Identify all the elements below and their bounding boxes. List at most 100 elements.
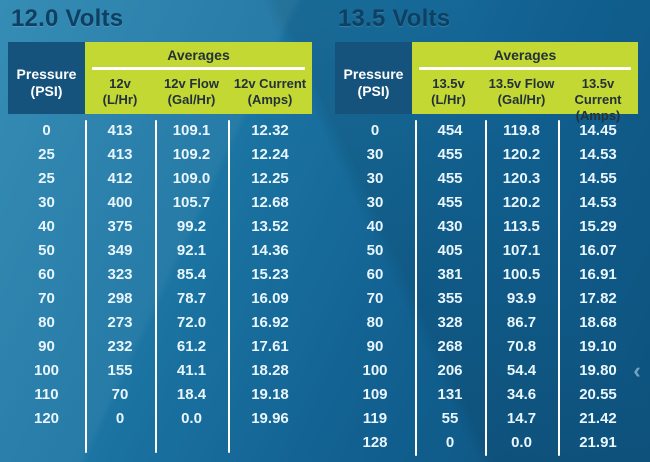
table-cell: 268 <box>437 337 463 355</box>
table-cell: 17.61 <box>251 337 289 355</box>
table-cell: 109.0 <box>172 169 211 187</box>
table-cell: 14.55 <box>579 169 617 187</box>
table-cell: 70 <box>111 385 129 403</box>
table-cell: 100 <box>362 361 388 379</box>
table-row: 30 455 120.2 14.53 <box>335 190 638 214</box>
table-row: 100 206 54.4 19.80 <box>335 358 638 382</box>
table-cell: 298 <box>107 289 133 307</box>
pressure-header-line2: (PSI) <box>30 83 63 99</box>
column-divider <box>415 120 417 456</box>
averages-underline <box>92 67 305 70</box>
table-body-12v: 0 413 109.1 12.32 25 413 109.2 12.24 25 412 109.0 1… <box>8 118 312 453</box>
table-cell: 109.1 <box>172 121 211 139</box>
table-row: 90 268 70.8 19.10 <box>335 334 638 358</box>
table-cell: 413 <box>107 145 133 163</box>
table-cell: 107.1 <box>502 241 541 259</box>
table-cell: 109 <box>362 385 388 403</box>
table-cell: 19.80 <box>579 361 617 379</box>
table-row: 110 70 18.4 19.18 <box>8 382 312 406</box>
table-row: 0 413 109.1 12.32 <box>8 118 312 142</box>
table-row: 60 381 100.5 16.91 <box>335 262 638 286</box>
table-cell: 16.91 <box>579 265 617 283</box>
table-row: 120 0 0.0 19.96 <box>8 406 312 430</box>
chevron-left-icon[interactable]: ‹ <box>633 358 641 383</box>
table-cell: 30 <box>366 193 384 211</box>
pressure-column-header: Pressure (PSI) <box>335 42 412 114</box>
column-header-line1: 12v Current <box>233 76 307 91</box>
table-cell: 232 <box>107 337 133 355</box>
table-cell: 100 <box>33 361 60 379</box>
table-cell: 110 <box>34 385 59 403</box>
table-13-5v: 13.5 Volts Pressure (PSI) Averages 13.5v… <box>335 0 638 462</box>
column-header-line2: (Amps) <box>575 108 621 123</box>
table-cell: 455 <box>437 193 463 211</box>
column-header-flow-galhr: 12v Flow (Gal/Hr) <box>155 76 228 108</box>
table-cell: 13.52 <box>251 217 289 235</box>
table-cell: 90 <box>38 337 55 355</box>
table-cell: 14.45 <box>579 121 617 139</box>
table-cell: 70 <box>38 289 55 307</box>
column-headers: 13.5v (L/Hr) 13.5v Flow (Gal/Hr) 13.5v C… <box>412 73 638 124</box>
table-cell: 113.5 <box>503 217 540 235</box>
table-row: 119 55 14.7 21.42 <box>335 406 638 430</box>
table-cell: 120 <box>33 409 60 427</box>
table-cell: 78.7 <box>176 289 207 307</box>
table-cell: 14.36 <box>251 241 289 259</box>
table-row: 0 454 119.8 14.45 <box>335 118 638 142</box>
pressure-header-line1: Pressure <box>16 66 77 82</box>
table-cell: 99.2 <box>176 217 207 235</box>
table-cell: 80 <box>38 313 55 331</box>
table-cell: 55 <box>441 409 459 427</box>
table-cell: 455 <box>437 169 463 187</box>
table-cell: 349 <box>107 241 133 259</box>
table-cell: 41.1 <box>176 361 207 379</box>
table-cell: 412 <box>107 169 133 187</box>
column-divider <box>485 120 487 456</box>
table-cell: 15.29 <box>579 217 617 235</box>
table-cell: 0 <box>42 121 51 139</box>
table-cell: 206 <box>437 361 463 379</box>
table-cell: 19.96 <box>251 409 289 427</box>
table-cell: 455 <box>437 145 463 163</box>
table-row: 25 413 109.2 12.24 <box>8 142 312 166</box>
table-cell: 328 <box>437 313 463 331</box>
table-row: 70 298 78.7 16.09 <box>8 286 312 310</box>
table-cell: 0 <box>445 433 455 451</box>
table-row: 30 455 120.3 14.55 <box>335 166 638 190</box>
table-cell: 80 <box>366 313 384 331</box>
table-cell: 40 <box>38 217 55 235</box>
table-cell: 323 <box>107 265 133 283</box>
table-cell: 120.3 <box>502 169 541 187</box>
table-cell: 400 <box>107 193 133 211</box>
column-divider <box>85 120 87 453</box>
table-cell: 30 <box>366 145 384 163</box>
table-cell: 355 <box>437 289 463 307</box>
table-cell: 21.91 <box>579 433 617 451</box>
table-cell: 54.4 <box>506 361 537 379</box>
column-header-flow-lhr: 13.5v (L/Hr) <box>412 76 485 124</box>
table-cell: 273 <box>107 313 133 331</box>
table-cell: 30 <box>366 169 384 187</box>
table-cell: 18.28 <box>251 361 289 379</box>
table-cell: 0 <box>115 409 125 427</box>
table-cell: 430 <box>437 217 463 235</box>
table-cell: 93.9 <box>506 289 537 307</box>
averages-label: Averages <box>167 47 230 63</box>
table-cell: 454 <box>437 121 463 139</box>
table-cell: 12.25 <box>251 169 289 187</box>
table-cell: 12.68 <box>251 193 289 211</box>
column-header-line1: 12v <box>109 76 131 91</box>
table-cell: 0 <box>370 121 380 139</box>
column-header-line2: (Amps) <box>247 92 293 107</box>
table-row: 50 405 107.1 16.07 <box>335 238 638 262</box>
table-cell: 25 <box>38 169 55 187</box>
table-cell: 131 <box>437 385 463 403</box>
table-row: 40 375 99.2 13.52 <box>8 214 312 238</box>
table-row: 80 328 86.7 18.68 <box>335 310 638 334</box>
table-cell: 19.18 <box>251 385 289 403</box>
table-cell: 85.4 <box>176 265 207 283</box>
table-cell: 16.92 <box>251 313 289 331</box>
column-divider <box>228 120 230 453</box>
table-cell: 119.8 <box>503 121 540 139</box>
table-cell: 120.2 <box>502 193 541 211</box>
